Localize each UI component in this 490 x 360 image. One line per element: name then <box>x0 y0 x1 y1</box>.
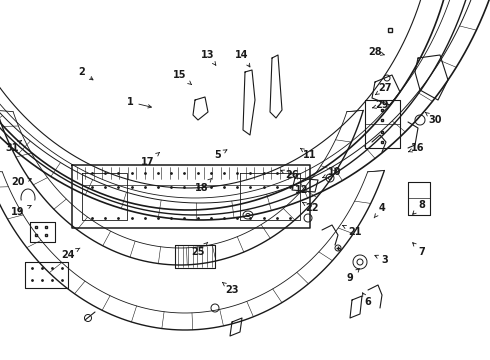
Text: 20: 20 <box>11 177 31 187</box>
Text: 4: 4 <box>374 203 385 218</box>
Text: 27: 27 <box>375 83 392 95</box>
Text: 6: 6 <box>363 293 371 307</box>
Text: 12: 12 <box>291 185 309 195</box>
Text: 21: 21 <box>343 225 362 237</box>
Text: 3: 3 <box>375 255 389 265</box>
Text: 29: 29 <box>372 100 389 110</box>
Text: 10: 10 <box>323 167 342 178</box>
Text: 18: 18 <box>195 178 212 193</box>
Text: 26: 26 <box>281 170 299 180</box>
Text: 31: 31 <box>5 140 22 153</box>
Text: 15: 15 <box>173 70 192 85</box>
Text: 22: 22 <box>302 202 319 213</box>
Text: 24: 24 <box>61 248 80 260</box>
Text: 14: 14 <box>235 50 250 67</box>
Text: 5: 5 <box>215 150 227 160</box>
Text: 7: 7 <box>413 243 425 257</box>
Text: 16: 16 <box>408 143 425 153</box>
Text: 9: 9 <box>346 269 359 283</box>
Text: 28: 28 <box>368 47 385 57</box>
Text: 1: 1 <box>126 97 151 108</box>
Text: 8: 8 <box>413 200 425 214</box>
Text: 11: 11 <box>300 148 317 160</box>
Text: 17: 17 <box>141 152 160 167</box>
Text: 13: 13 <box>201 50 216 65</box>
Text: 19: 19 <box>11 206 31 217</box>
Text: 2: 2 <box>78 67 93 80</box>
Text: 23: 23 <box>222 282 239 295</box>
Text: 30: 30 <box>425 112 442 125</box>
Text: 25: 25 <box>191 242 208 257</box>
